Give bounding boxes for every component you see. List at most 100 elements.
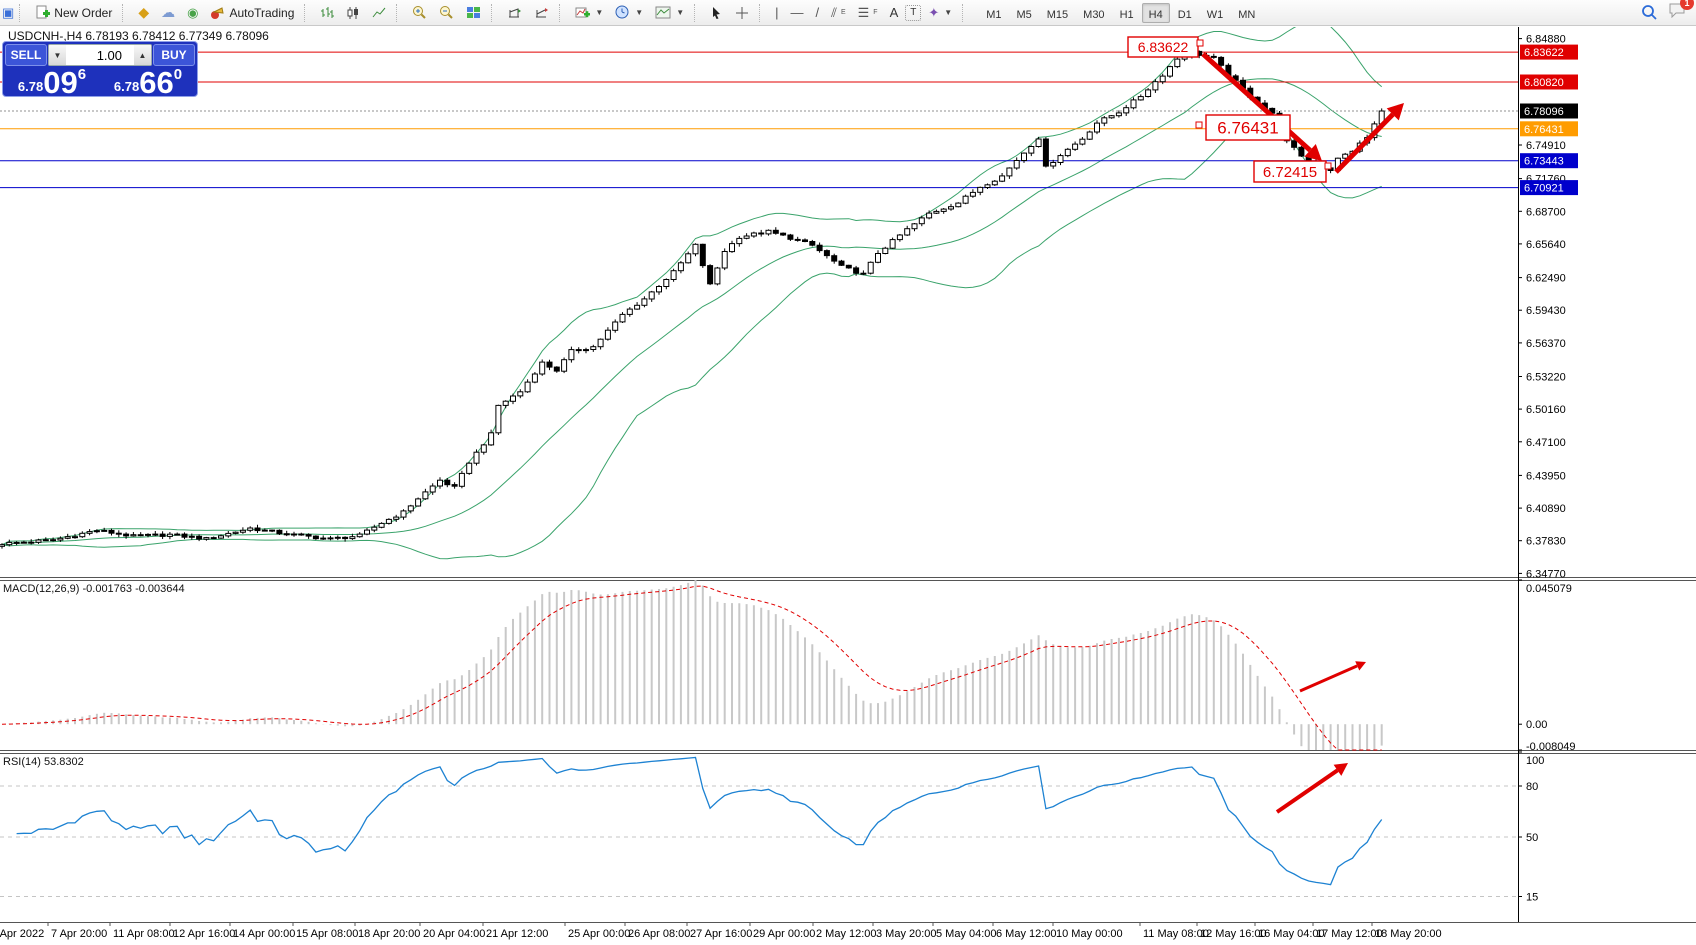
- svg-text:15 Apr 08:00: 15 Apr 08:00: [296, 928, 358, 940]
- trade-panel-prices: 6.78 09 6 6.78 66 0: [5, 65, 195, 100]
- volume-stepper: ▼ ▲: [48, 44, 152, 66]
- toolbar-separator: [304, 3, 310, 22]
- vertical-line-icon[interactable]: |: [775, 5, 779, 20]
- svg-text:6.34770: 6.34770: [1526, 568, 1566, 580]
- indicators-icon[interactable]: ▼: [570, 1, 608, 25]
- new-order-button[interactable]: New Order: [30, 1, 117, 25]
- svg-text:11 Apr 08:00: 11 Apr 08:00: [113, 928, 175, 940]
- horizontal-line-icon[interactable]: —: [790, 5, 804, 20]
- svg-text:80: 80: [1526, 781, 1538, 793]
- cloud-user-icon[interactable]: ☁: [161, 4, 176, 20]
- svg-text:6.56370: 6.56370: [1526, 338, 1566, 350]
- timeframe-button-m1[interactable]: M1: [979, 3, 1008, 23]
- dropdown-caret: ▼: [635, 8, 644, 17]
- line-chart-icon[interactable]: [367, 1, 391, 25]
- search-icon[interactable]: [1641, 4, 1658, 21]
- timeframe-button-mn[interactable]: MN: [1231, 3, 1262, 23]
- periods-icon[interactable]: ▼: [610, 1, 648, 25]
- arrows-icon[interactable]: ✦ ▼: [928, 5, 953, 20]
- rsi-indicator-label: RSI(14) 53.8302: [3, 756, 84, 768]
- volume-increase-button[interactable]: ▲: [134, 45, 151, 65]
- price-axis: 6.848806.749106.717606.687006.656406.624…: [1518, 34, 1578, 580]
- svg-text:6.40890: 6.40890: [1526, 503, 1566, 515]
- auto-scroll-icon[interactable]: [502, 1, 527, 25]
- svg-text:6.78096: 6.78096: [1524, 106, 1564, 118]
- svg-text:6 Apr 2022: 6 Apr 2022: [0, 928, 44, 940]
- trendline-icon[interactable]: /: [815, 5, 820, 20]
- svg-text:6.83622: 6.83622: [1138, 39, 1189, 55]
- trend-arrow: [1275, 763, 1348, 814]
- svg-text:6.76431: 6.76431: [1524, 124, 1564, 136]
- svg-text:6.68700: 6.68700: [1526, 206, 1566, 218]
- bar-chart-icon[interactable]: [315, 1, 339, 25]
- timeframe-button-h4[interactable]: H4: [1141, 2, 1170, 23]
- svg-text:15: 15: [1526, 892, 1538, 904]
- buy-price-big: 66: [139, 65, 174, 100]
- chart-shift-icon[interactable]: [529, 1, 554, 25]
- timeframe-button-m30[interactable]: M30: [1076, 3, 1111, 23]
- macd-indicator-label: MACD(12,26,9) -0.001763 -0.003644: [3, 583, 185, 595]
- buy-button[interactable]: BUY: [153, 44, 195, 66]
- timeframe-button-m15[interactable]: M15: [1040, 3, 1075, 23]
- cursor-icon[interactable]: [705, 1, 728, 25]
- svg-text:18 May 20:00: 18 May 20:00: [1375, 928, 1442, 940]
- timeframe-button-h1[interactable]: H1: [1113, 3, 1141, 23]
- sell-price[interactable]: 6.78 09 6: [5, 65, 99, 100]
- svg-text:20 Apr 04:00: 20 Apr 04:00: [423, 928, 485, 940]
- buy-price[interactable]: 6.78 66 0: [101, 65, 195, 100]
- svg-text:3 May 20:00: 3 May 20:00: [876, 928, 937, 940]
- candlestick-chart-icon[interactable]: [341, 1, 365, 25]
- volume-decrease-button[interactable]: ▼: [49, 45, 66, 65]
- svg-text:27 Apr 16:00: 27 Apr 16:00: [690, 928, 752, 940]
- zoom-out-icon[interactable]: [434, 1, 459, 25]
- svg-text:6.80820: 6.80820: [1524, 77, 1564, 89]
- svg-text:6.62490: 6.62490: [1526, 273, 1566, 285]
- gold-bar-icon[interactable]: ◆: [138, 4, 150, 20]
- svg-text:10 May 00:00: 10 May 00:00: [1056, 928, 1123, 940]
- dropdown-caret: ▼: [676, 8, 685, 17]
- macd-title: MACD(12,26,9): [3, 583, 80, 595]
- svg-text:50: 50: [1526, 832, 1538, 844]
- crosshair-icon[interactable]: [730, 1, 754, 25]
- svg-text:6.70921: 6.70921: [1524, 183, 1564, 195]
- volume-input[interactable]: [66, 45, 134, 65]
- fibonacci-icon[interactable]: ☰ F: [857, 5, 878, 20]
- channel-icon[interactable]: ⫽ E: [831, 5, 846, 20]
- svg-text:25 Apr 00:00: 25 Apr 00:00: [568, 928, 630, 940]
- toolbar-separator: [559, 3, 565, 22]
- zoom-in-icon[interactable]: [407, 1, 432, 25]
- toolbar-separator: [396, 3, 402, 22]
- timeframe-button-m5[interactable]: M5: [1009, 3, 1038, 23]
- svg-text:2 May 12:00: 2 May 12:00: [816, 928, 877, 940]
- svg-text:17 May 12:00: 17 May 12:00: [1316, 928, 1383, 940]
- svg-text:14 Apr 00:00: 14 Apr 00:00: [233, 928, 295, 940]
- text-icon[interactable]: A: [889, 5, 899, 20]
- svg-text:6.84880: 6.84880: [1526, 34, 1566, 46]
- chat-button[interactable]: 1: [1668, 0, 1694, 23]
- sell-button[interactable]: SELL: [5, 44, 47, 66]
- rsi-line: [16, 756, 1383, 886]
- macd-values: -0.001763 -0.003644: [82, 583, 185, 595]
- buy-price-small: 6.78: [113, 79, 140, 94]
- toolbar-separator: [962, 3, 968, 22]
- svg-text:6.72415: 6.72415: [1263, 164, 1317, 181]
- svg-text:6.43950: 6.43950: [1526, 470, 1566, 482]
- svg-text:6.59430: 6.59430: [1526, 305, 1566, 317]
- tile-windows-icon[interactable]: [461, 1, 486, 25]
- svg-text:16 May 04:00: 16 May 04:00: [1258, 928, 1325, 940]
- trend-arrow: [1201, 52, 1322, 161]
- text-label-icon[interactable]: T: [905, 4, 922, 21]
- timeframe-button-w1[interactable]: W1: [1200, 3, 1231, 23]
- svg-text:26 Apr 08:00: 26 Apr 08:00: [628, 928, 690, 940]
- svg-text:6.47100: 6.47100: [1526, 437, 1566, 449]
- candlesticks: [0, 50, 1385, 549]
- timeframe-button-d1[interactable]: D1: [1171, 3, 1199, 23]
- notification-badge: 1: [1680, 0, 1694, 10]
- autotrading-button[interactable]: AutoTrading: [205, 1, 299, 25]
- sell-price-big: 09: [43, 65, 78, 100]
- toolbar-separator: [19, 3, 25, 22]
- templates-icon[interactable]: ▼: [650, 1, 689, 25]
- signals-icon[interactable]: ◉: [187, 4, 199, 20]
